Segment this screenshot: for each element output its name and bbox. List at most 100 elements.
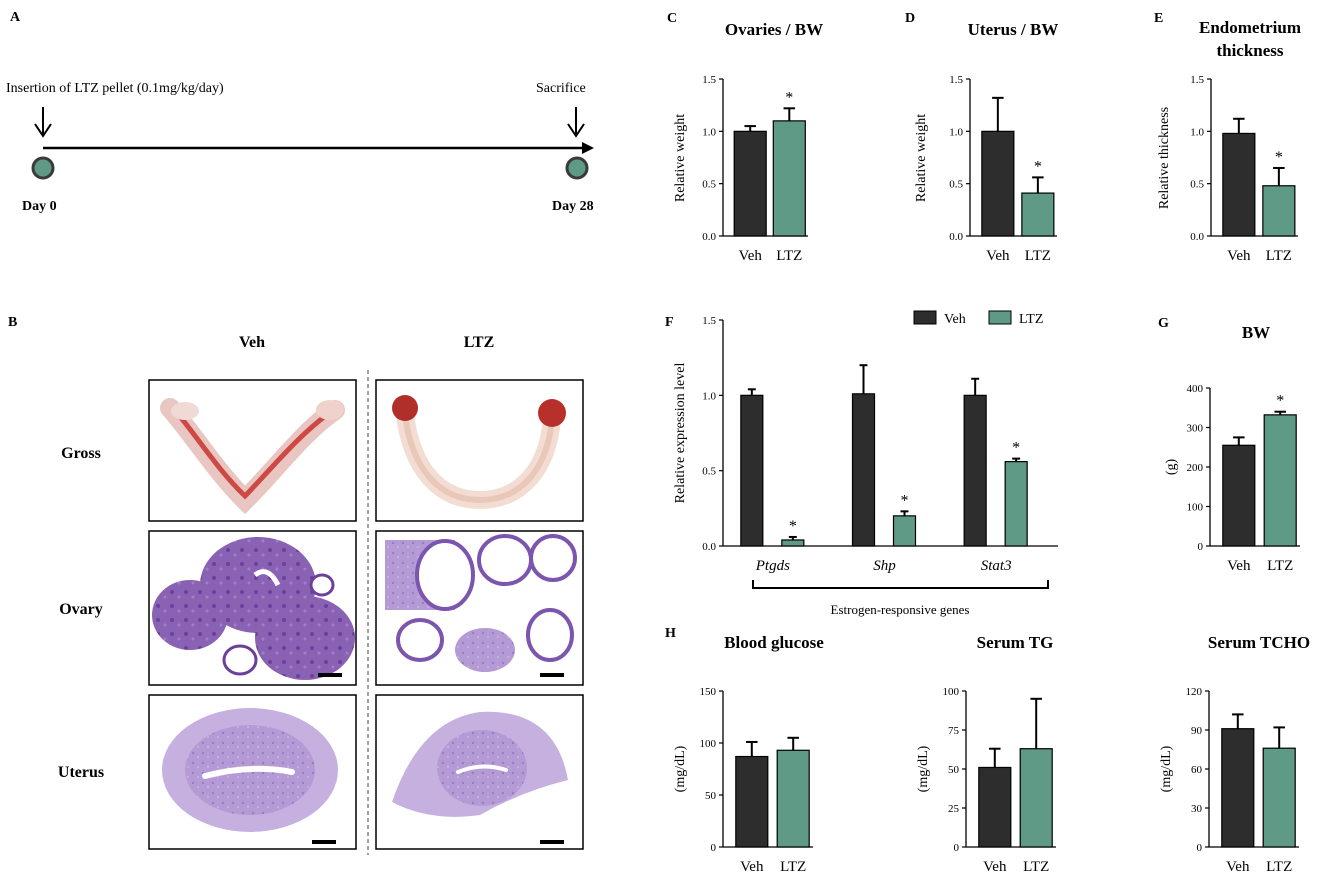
chart-title: Blood glucose xyxy=(724,633,824,652)
sacrifice-label: Sacrifice xyxy=(536,81,586,96)
y-tick-label: 300 xyxy=(1187,423,1204,435)
significance-marker: * xyxy=(1275,149,1283,166)
scale-bar xyxy=(540,840,564,844)
scale-bar xyxy=(540,673,564,677)
panel-b-histology: B Veh LTZ Gross Ovary Uterus xyxy=(8,315,584,855)
y-tick-label: 1.0 xyxy=(702,390,716,402)
x-tick-label: Veh xyxy=(739,248,763,264)
bar-ltz xyxy=(781,539,805,547)
uterus-veh-image xyxy=(148,694,357,850)
y-axis-label: (mg/dL) xyxy=(673,745,688,792)
x-tick-label: LTZ xyxy=(1023,859,1049,875)
significance-marker: * xyxy=(785,89,793,106)
insertion-label: Insertion of LTZ pellet (0.1mg/kg/day) xyxy=(6,81,224,96)
y-tick-label: 0.0 xyxy=(949,231,963,243)
x-tick-label: Veh xyxy=(1227,558,1251,574)
panel-letter: F xyxy=(665,315,674,330)
ovary-veh-image xyxy=(148,530,357,686)
bar-ltz xyxy=(776,749,810,848)
chart-title: Uterus / BW xyxy=(968,20,1059,39)
ovary-row-label: Ovary xyxy=(59,601,103,618)
day-0-marker xyxy=(31,156,55,180)
significance-marker: * xyxy=(1012,440,1020,457)
y-tick-label: 60 xyxy=(1191,764,1203,776)
x-tick-label: LTZ xyxy=(1025,248,1051,264)
y-tick-label: 1.5 xyxy=(1190,74,1204,86)
chart-h1: H Blood glucose (mg/dL) 0 50 100 150 Veh LTZ xyxy=(665,626,824,875)
bar-ltz xyxy=(1004,461,1028,547)
ovary-ltz-image xyxy=(375,530,584,686)
veh-column-label: Veh xyxy=(239,334,265,351)
y-tick-label: 30 xyxy=(1191,803,1203,815)
bar-veh xyxy=(963,394,987,547)
chart-c: C Ovaries / BW Relative weight 0.0 0.5 1.0 1.5… xyxy=(667,11,823,264)
y-tick-label: 0.5 xyxy=(702,179,716,191)
x-tick-label: LTZ xyxy=(1267,558,1293,574)
y-tick-label: 0.0 xyxy=(702,541,716,553)
y-tick-label: 1.5 xyxy=(702,74,716,86)
chart-g: G BW (g) 0 100 200 300 400 Veh * LTZ xyxy=(1158,316,1300,574)
panel-letter: G xyxy=(1158,316,1169,331)
down-arrow-end-icon xyxy=(567,107,585,138)
bar-veh xyxy=(851,393,876,547)
day-0-label: Day 0 xyxy=(22,199,57,214)
x-tick-label: Veh xyxy=(1226,859,1250,875)
chart-h2: Serum TG (mg/dL) 0 25 50 75 100 Veh LTZ xyxy=(916,633,1056,875)
x-tick-label: LTZ xyxy=(1266,859,1292,875)
x-tick-label: LTZ xyxy=(1266,248,1292,264)
y-tick-label: 50 xyxy=(948,764,960,776)
chart-title: Endometrium xyxy=(1199,18,1301,37)
x-tick-label: Veh xyxy=(1227,248,1251,264)
bar-ltz xyxy=(1263,414,1297,547)
y-tick-label: 200 xyxy=(1187,462,1204,474)
x-tick-label: Shp xyxy=(873,558,896,574)
y-tick-label: 0.0 xyxy=(702,231,716,243)
chart-e: E Endometrium thickness Relative thickness 0… xyxy=(1154,11,1301,264)
y-tick-label: 50 xyxy=(705,790,717,802)
y-tick-label: 1.5 xyxy=(702,315,716,327)
bar-ltz xyxy=(1262,747,1296,848)
uterus-row-label: Uterus xyxy=(58,764,104,781)
chart-d: D Uterus / BW Relative weight 0.0 0.5 1.0 1.5 V… xyxy=(905,11,1058,264)
y-tick-label: 75 xyxy=(948,725,960,737)
x-tick-label: Ptgds xyxy=(755,558,790,574)
x-tick-label: Veh xyxy=(986,248,1010,264)
group-bracket xyxy=(752,580,1049,589)
y-axis-label: (g) xyxy=(1164,459,1179,476)
y-tick-label: 0 xyxy=(1197,842,1203,854)
y-tick-label: 1.0 xyxy=(949,126,963,138)
gross-row-label: Gross xyxy=(61,445,101,462)
gross-veh-image xyxy=(148,379,357,522)
day-28-marker xyxy=(565,156,589,180)
legend-label-veh: Veh xyxy=(944,312,966,327)
day-28-label: Day 28 xyxy=(552,199,594,214)
legend-swatch-veh xyxy=(913,310,937,325)
y-tick-label: 0 xyxy=(1198,541,1204,553)
x-tick-label: LTZ xyxy=(776,248,802,264)
y-tick-label: 100 xyxy=(1187,502,1204,514)
chart-f: F Relative expression level 0.0 0.5 1.0 1.5 * P… xyxy=(665,310,1058,617)
bar-veh xyxy=(1221,728,1255,848)
significance-marker: * xyxy=(1034,158,1042,175)
y-tick-label: 1.0 xyxy=(702,126,716,138)
y-tick-label: 100 xyxy=(943,686,960,698)
y-axis-label: (mg/dL) xyxy=(916,745,931,792)
y-tick-label: 150 xyxy=(700,686,717,698)
chart-h3: Serum TCHO (mg/dL) 0 30 60 90 120 Veh LTZ xyxy=(1159,633,1310,875)
chart-title: thickness xyxy=(1216,41,1283,60)
y-tick-label: 0 xyxy=(954,842,960,854)
y-axis-label: Relative weight xyxy=(914,114,929,202)
panel-letter: H xyxy=(665,626,676,641)
y-tick-label: 0.0 xyxy=(1190,231,1204,243)
x-tick-label: Veh xyxy=(740,859,764,875)
y-tick-label: 0.5 xyxy=(949,179,963,191)
y-tick-label: 100 xyxy=(700,738,717,750)
panel-a-timeline: A Insertion of LTZ pellet (0.1mg/kg/day)… xyxy=(6,10,594,214)
chart-title: Ovaries / BW xyxy=(725,20,823,39)
ltz-column-label: LTZ xyxy=(464,334,495,351)
y-tick-label: 120 xyxy=(1186,686,1203,698)
bar-ltz xyxy=(892,515,917,547)
bar-veh xyxy=(1222,132,1256,237)
y-tick-label: 1.5 xyxy=(949,74,963,86)
